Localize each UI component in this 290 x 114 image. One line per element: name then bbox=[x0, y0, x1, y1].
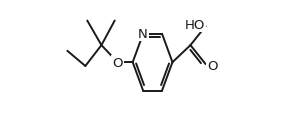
Text: N: N bbox=[138, 28, 148, 41]
Text: O: O bbox=[207, 59, 218, 72]
Text: HO: HO bbox=[185, 19, 205, 32]
Text: O: O bbox=[112, 56, 123, 69]
